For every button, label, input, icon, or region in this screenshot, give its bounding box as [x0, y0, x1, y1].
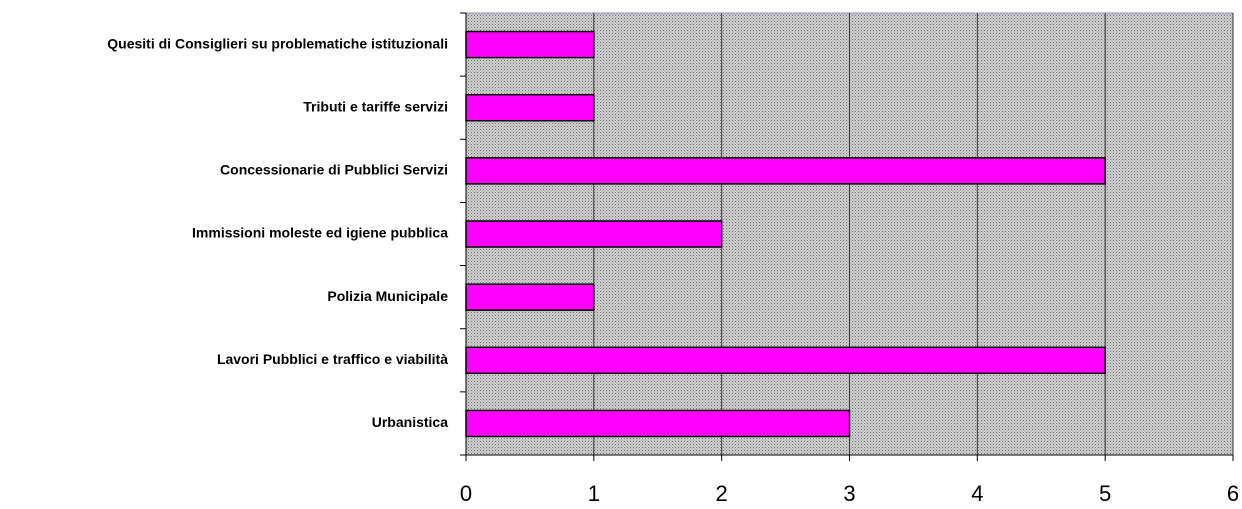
- bar: [465, 93, 595, 122]
- x-tick-label: 2: [716, 481, 728, 506]
- bar: [465, 157, 1106, 185]
- bar: [465, 283, 595, 311]
- y-tick-label: Urbanistica: [372, 414, 448, 430]
- x-tick-label: 6: [1227, 481, 1239, 506]
- x-tick-label: 0: [460, 481, 472, 506]
- x-tick-label: 1: [588, 481, 600, 506]
- x-tick-label: 3: [843, 481, 855, 506]
- bar: [465, 30, 595, 59]
- y-tick-label: Polizia Municipale: [327, 288, 448, 304]
- y-tick-label: Concessionarie di Pubblici Servizi: [220, 162, 448, 178]
- x-tick-label: 4: [971, 481, 983, 506]
- x-tick-label: 5: [1099, 481, 1111, 506]
- y-tick-label: Tributi e tariffe servizi: [303, 98, 448, 114]
- bar: [465, 409, 851, 438]
- bar: [465, 220, 723, 248]
- y-tick-label: Quesiti di Consiglieri su problematiche …: [107, 35, 448, 51]
- bar: [465, 346, 1106, 375]
- y-tick-label: Lavori Pubblici e traffico e viabilità: [217, 351, 448, 367]
- y-tick-label: Immissioni moleste ed igiene pubblica: [192, 225, 448, 241]
